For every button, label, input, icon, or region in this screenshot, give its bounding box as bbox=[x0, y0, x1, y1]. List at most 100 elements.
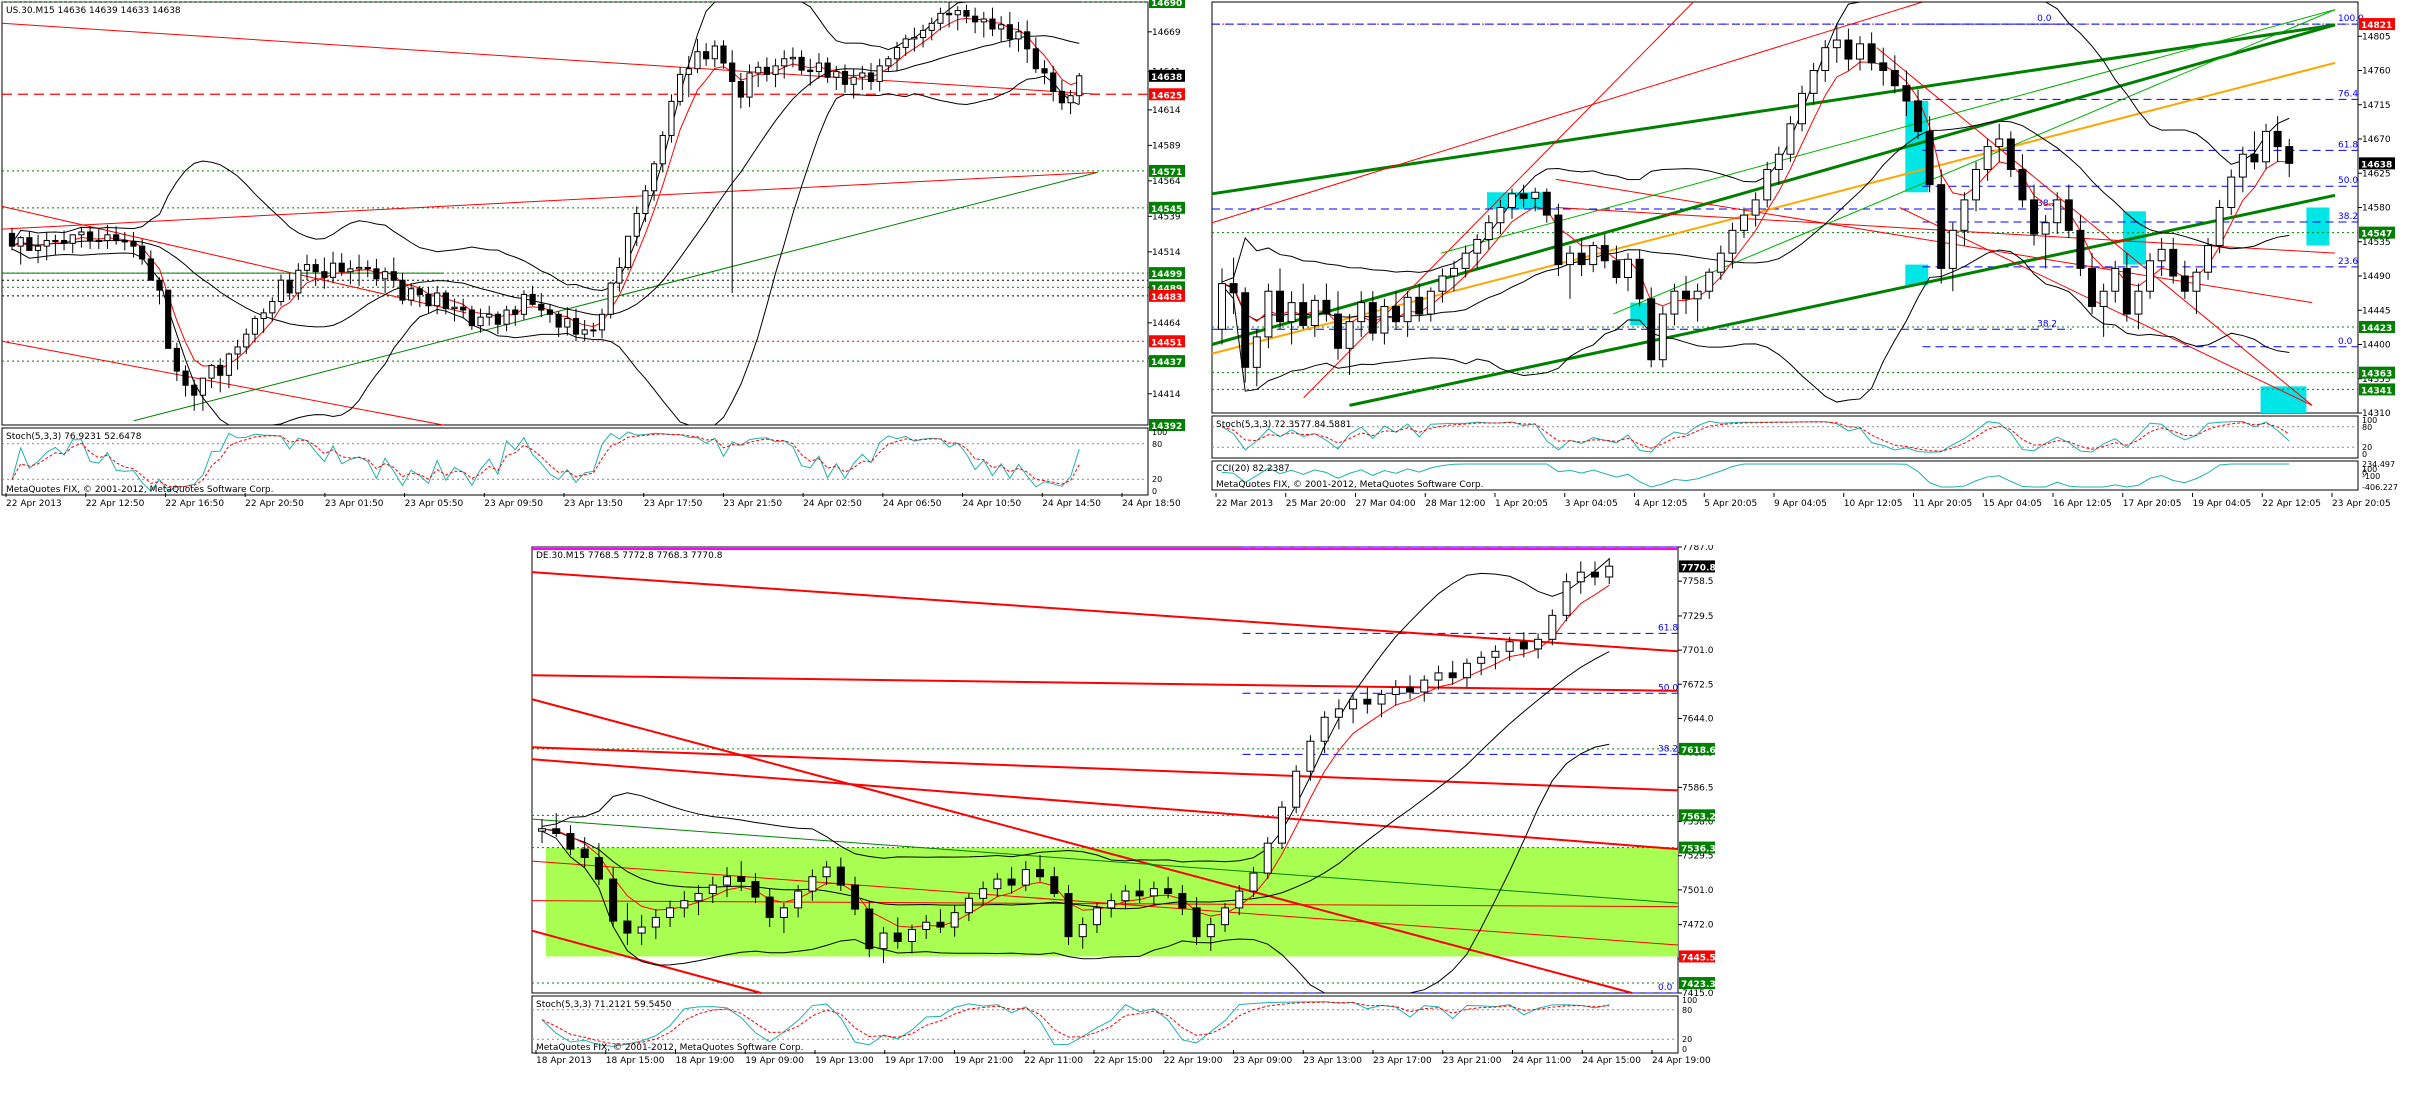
candle-body bbox=[2215, 207, 2224, 247]
trend-line bbox=[531, 698, 1633, 994]
cci-plot-frame bbox=[1211, 460, 2359, 491]
candle-body bbox=[945, 12, 953, 16]
candle-body bbox=[1925, 130, 1934, 186]
candle-body bbox=[893, 932, 902, 942]
candle-body bbox=[208, 364, 215, 379]
x-tick-label: 24 Apr 14:50 bbox=[1042, 499, 1101, 508]
candle-body bbox=[243, 333, 250, 348]
stoch-tick-label: 80 bbox=[1152, 440, 1162, 449]
candle-body bbox=[763, 66, 770, 75]
chart-title: US.30.M15 14636 14639 14633 14638 bbox=[6, 6, 181, 16]
chart-us30-h4[interactable]: 100.0 76.4 61.8 50.0 38.2 23.6 0.0 0.0 38.2 38.2 1… bbox=[1210, 0, 2420, 508]
candle-body bbox=[355, 266, 363, 270]
candle-body bbox=[765, 896, 774, 918]
price-box-label: 14638 bbox=[2361, 160, 2392, 170]
de30-m15-svg[interactable]: 78.6 61.8 50.0 38.2 0.0 7787.0 7758.5 7729.5 770… bbox=[530, 545, 1740, 1065]
trend-line bbox=[531, 929, 762, 994]
candle-body bbox=[1363, 698, 1372, 705]
candle-body bbox=[2041, 222, 2050, 235]
chart-de30-m15[interactable]: 78.6 61.8 50.0 38.2 0.0 7787.0 7758.5 7729.5 770… bbox=[530, 545, 1740, 1065]
candle-body bbox=[1149, 888, 1158, 897]
cci-tick-label: 0 bbox=[2362, 468, 2367, 477]
candle-body bbox=[980, 18, 987, 23]
candle-body bbox=[494, 313, 502, 325]
y-tick-label: 14760 bbox=[2362, 67, 2391, 77]
x-tick-label: 18 Apr 15:00 bbox=[606, 1056, 665, 1065]
stoch-tick-label: 100 bbox=[1152, 428, 1167, 437]
candle-body bbox=[130, 241, 137, 247]
candle-body bbox=[2018, 168, 2027, 201]
candle-body bbox=[1015, 31, 1022, 40]
candle-body bbox=[1380, 305, 1389, 334]
us30-h4-svg[interactable]: 100.076.461.850.038.223.60.00.038.238.21… bbox=[1210, 0, 2420, 508]
x-tick-label: 22 Apr 2013 bbox=[6, 499, 62, 508]
candle-body bbox=[1357, 302, 1366, 323]
candle-body bbox=[1960, 199, 1969, 231]
price-box-label: 14423 bbox=[2361, 324, 2392, 334]
stoch-label: Stoch(5,3,3) 71.2121 59.5450 bbox=[536, 1000, 672, 1010]
y-tick-label: 14715 bbox=[2362, 101, 2391, 111]
candle-body bbox=[1067, 95, 1074, 104]
stoch-tick-label: 100 bbox=[1682, 996, 1697, 1005]
x-tick-label: 23 Apr 13:00 bbox=[1303, 1056, 1362, 1065]
stoch-tick-label: 0 bbox=[1152, 487, 1157, 496]
candle-body bbox=[581, 329, 588, 335]
candle-body bbox=[86, 231, 94, 241]
candle-body bbox=[1496, 207, 1505, 224]
stoch-tick-label: 20 bbox=[1682, 1035, 1692, 1044]
candle-body bbox=[1605, 565, 1614, 578]
candle-body bbox=[408, 288, 415, 301]
candle-body bbox=[2053, 199, 2062, 224]
candle-body bbox=[937, 12, 944, 24]
trend-line bbox=[1, 340, 444, 426]
price-box bbox=[2359, 320, 2395, 333]
price-box bbox=[1149, 88, 1185, 101]
price-box-label: 7563.2 bbox=[1681, 812, 1716, 822]
bollinger-middle bbox=[11, 35, 1080, 328]
fib-label: 61.8 bbox=[1658, 623, 1678, 633]
fib-label: 100.0 bbox=[2338, 14, 2364, 24]
candle-body bbox=[666, 907, 675, 918]
x-tick-label: 22 Apr 20:50 bbox=[245, 499, 304, 508]
x-tick-label: 23 Apr 09:50 bbox=[484, 499, 543, 508]
candle-body bbox=[1832, 39, 1841, 49]
x-tick-label: 24 Apr 10:50 bbox=[963, 499, 1022, 508]
candle-body bbox=[659, 134, 666, 165]
candle-body bbox=[919, 29, 927, 38]
candle-body bbox=[1548, 614, 1557, 640]
trend-line bbox=[1, 205, 467, 314]
bollinger-lower bbox=[541, 743, 1610, 994]
candle-body bbox=[1050, 72, 1057, 92]
y-tick-label: 7644.0 bbox=[1682, 714, 1714, 724]
price-box bbox=[1149, 267, 1185, 280]
chart-us30-m15[interactable]: 1466914641146141458914564145391451414489… bbox=[0, 0, 1210, 508]
us30-m15-svg[interactable]: 1466914641146141458914564145391451414489… bbox=[0, 0, 1210, 508]
trend-line bbox=[1211, 23, 2336, 346]
candle-body bbox=[347, 268, 354, 273]
candle-body bbox=[451, 306, 458, 310]
y-tick-label: 7787.0 bbox=[1682, 545, 1714, 553]
candle-body bbox=[78, 231, 85, 236]
candle-body bbox=[1844, 39, 1853, 60]
candle-body bbox=[1252, 336, 1261, 368]
y-tick-label: 14625 bbox=[2362, 169, 2391, 179]
candle-body bbox=[902, 38, 909, 48]
candle-body bbox=[737, 876, 746, 883]
candle-body bbox=[1092, 907, 1101, 926]
candle-body bbox=[1473, 238, 1482, 254]
price-box-label: 14571 bbox=[1151, 168, 1182, 178]
x-tick-label: 19 Apr 04:05 bbox=[2193, 499, 2252, 508]
y-tick-label: 14490 bbox=[2362, 272, 2391, 282]
candle-body bbox=[2169, 248, 2178, 277]
candle-body bbox=[1287, 302, 1296, 323]
x-tick-label: 22 Apr 16:50 bbox=[165, 499, 224, 508]
candle-body bbox=[1121, 890, 1130, 902]
x-tick-label: 5 Apr 20:05 bbox=[1704, 499, 1757, 508]
candle-body bbox=[277, 279, 285, 303]
candle-body bbox=[234, 346, 241, 355]
y-tick-label: 14564 bbox=[1152, 177, 1181, 187]
candle-body bbox=[680, 900, 689, 909]
candle-body bbox=[17, 237, 24, 247]
candle-body bbox=[1229, 283, 1238, 294]
price-box-label: 14437 bbox=[1151, 358, 1182, 368]
